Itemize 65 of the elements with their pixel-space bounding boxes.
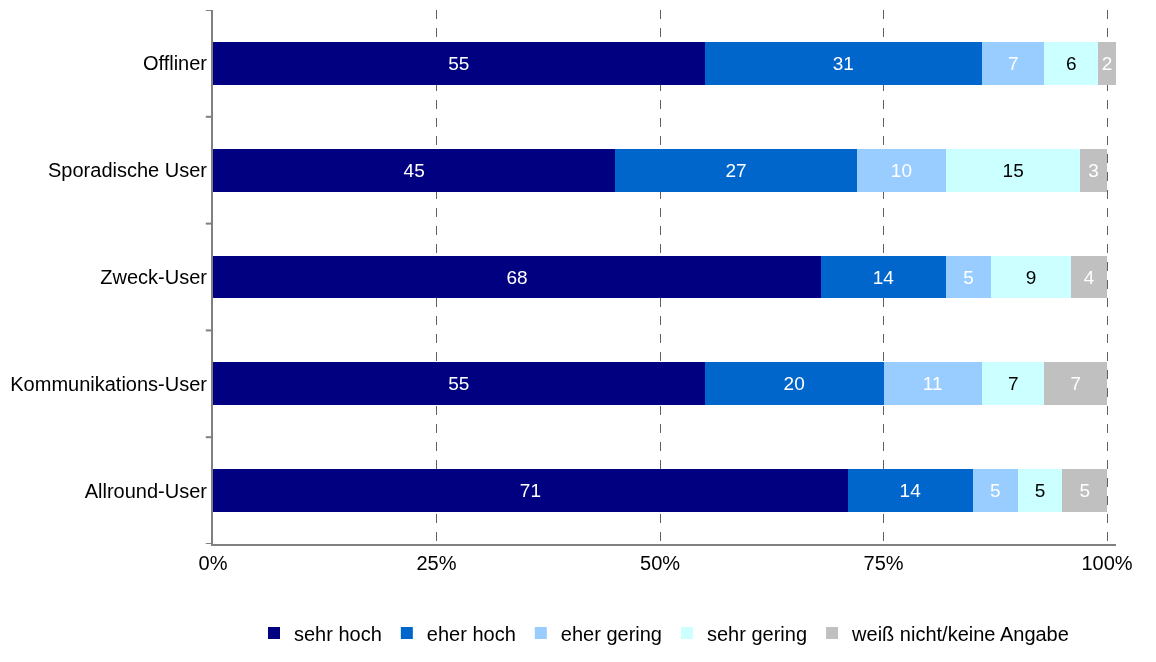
x-tick-label: 0%	[198, 552, 228, 574]
bar	[213, 469, 848, 512]
y-tick-label: Sporadische User	[48, 159, 208, 182]
legend-label: weiß nicht/keine Angabe	[851, 622, 1069, 645]
data-label: 15	[1002, 159, 1024, 181]
bar	[1071, 255, 1108, 299]
data-label: 7	[1007, 373, 1019, 395]
bar	[213, 42, 705, 85]
data-label: 27	[725, 159, 747, 181]
bar	[1098, 42, 1116, 85]
bar	[213, 362, 705, 406]
data-label: 45	[403, 159, 425, 181]
data-label: 9	[1025, 266, 1037, 288]
bar	[213, 148, 616, 192]
x-tick-label: 75%	[863, 552, 904, 574]
data-label: 2	[1101, 52, 1113, 74]
x-tick-label: 25%	[416, 552, 457, 574]
bar	[213, 255, 821, 299]
data-label: 71	[519, 480, 541, 502]
data-label: 5	[963, 266, 974, 288]
bar	[990, 255, 1072, 299]
data-label: 5	[990, 480, 1001, 502]
legend-label: eher gering	[560, 622, 662, 645]
data-label: 4	[1083, 266, 1095, 288]
bar	[1062, 469, 1108, 512]
data-label: 5	[1079, 480, 1090, 502]
bar	[972, 469, 1018, 512]
legend-label: eher hoch	[426, 622, 516, 645]
data-label: 14	[899, 480, 922, 502]
data-label: 6	[1066, 52, 1077, 74]
bar	[1044, 42, 1099, 85]
bar	[820, 255, 947, 299]
data-label: 20	[783, 373, 805, 395]
y-tick-label: Allround-User	[84, 479, 208, 502]
bar	[615, 148, 857, 192]
bar	[847, 469, 973, 512]
data-label: 11	[922, 373, 943, 395]
x-tick-label: 50%	[640, 552, 681, 574]
bar	[981, 42, 1045, 85]
bar	[946, 148, 1081, 192]
data-label: 31	[832, 52, 854, 74]
bar	[1017, 469, 1063, 512]
data-label: 55	[448, 373, 470, 395]
data-label: 7	[1007, 52, 1019, 74]
y-tick-label: Offliner	[142, 52, 208, 75]
data-label: 55	[448, 52, 470, 74]
data-label: 7	[1070, 373, 1082, 395]
bar	[1044, 362, 1108, 406]
data-label: 3	[1088, 159, 1099, 181]
bar	[856, 148, 947, 192]
bar	[981, 362, 1045, 406]
legend-label: sehr gering	[707, 622, 808, 645]
data-label: 14	[872, 266, 895, 288]
bar	[704, 42, 982, 85]
y-tick-label: Kommunikations-User	[10, 372, 208, 395]
y-tick-label: Zweck-User	[100, 266, 208, 288]
data-label: 5	[1034, 480, 1046, 502]
legend-label: sehr hoch	[294, 622, 382, 645]
bar	[883, 362, 982, 406]
bar	[704, 362, 884, 406]
data-label: 10	[890, 159, 912, 181]
bar	[1080, 148, 1108, 192]
bar	[946, 255, 991, 299]
data-label: 68	[506, 266, 528, 288]
x-tick-label: 100%	[1081, 552, 1133, 574]
